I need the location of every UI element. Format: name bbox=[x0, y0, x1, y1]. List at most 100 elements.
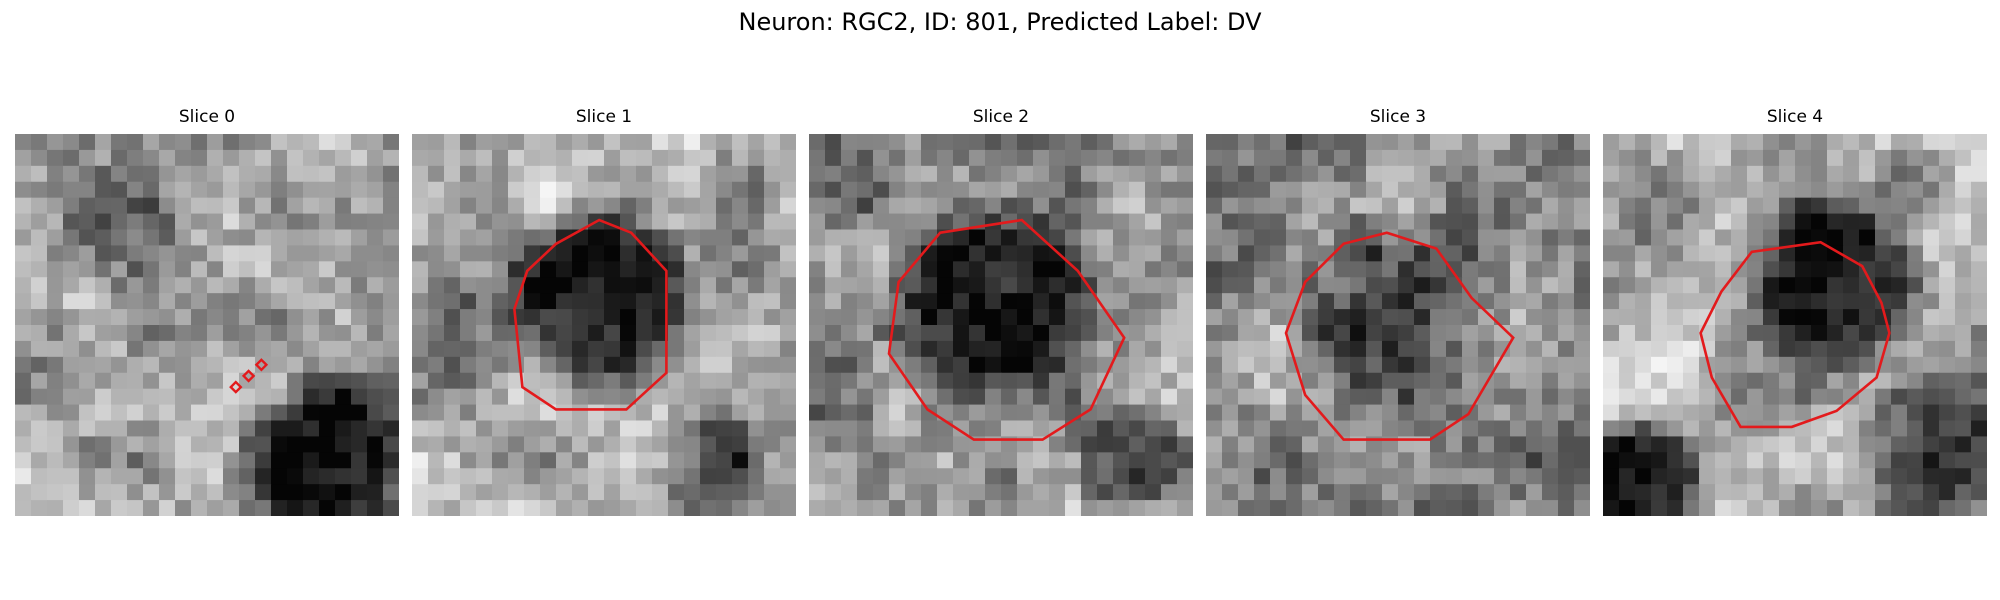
pixel-cell bbox=[127, 197, 144, 215]
pixel-cell bbox=[111, 277, 128, 294]
pixel-cell bbox=[524, 134, 541, 151]
pixel-cell bbox=[127, 213, 144, 231]
pixel-cell bbox=[668, 149, 685, 167]
pixel-cell bbox=[1113, 197, 1130, 215]
pixel-cell bbox=[79, 197, 96, 215]
pixel-cell bbox=[1763, 340, 1780, 358]
pixel-cell bbox=[1699, 484, 1716, 501]
pixel-cell bbox=[191, 277, 208, 294]
pixel-cell bbox=[1731, 245, 1748, 262]
pixel-cell bbox=[1366, 309, 1383, 326]
pixel-cell bbox=[556, 468, 573, 485]
pixel-cell bbox=[207, 388, 224, 406]
pixel-cell bbox=[1542, 372, 1559, 390]
pixel-cell bbox=[1971, 229, 1987, 247]
pixel-cell bbox=[1302, 340, 1319, 358]
pixel-cell bbox=[1510, 452, 1527, 469]
pixel-cell bbox=[508, 340, 525, 358]
pixel-cell bbox=[1619, 372, 1636, 390]
pixel-cell bbox=[223, 325, 240, 342]
pixel-cell bbox=[1510, 436, 1527, 453]
pixel-cell bbox=[159, 261, 176, 278]
pixel-cell bbox=[460, 213, 477, 231]
pixel-cell bbox=[1763, 420, 1780, 438]
pixel-cell bbox=[1494, 388, 1511, 406]
pixel-cell bbox=[1081, 293, 1098, 310]
pixel-cell bbox=[1795, 197, 1812, 215]
pixel-cell bbox=[1715, 468, 1732, 485]
pixel-cell bbox=[383, 134, 399, 151]
pixel-cell bbox=[111, 325, 128, 342]
pixel-cell bbox=[1779, 484, 1796, 501]
pixel-cell bbox=[239, 452, 256, 469]
pixel-cell bbox=[1206, 149, 1223, 167]
pixel-cell bbox=[953, 388, 970, 406]
pixel-cell bbox=[889, 340, 906, 358]
pixel-cell bbox=[335, 134, 352, 151]
pixel-cell bbox=[572, 245, 589, 262]
pixel-cell bbox=[1286, 452, 1303, 469]
pixel-cell bbox=[1382, 420, 1399, 438]
pixel-cell bbox=[780, 261, 796, 278]
pixel-cell bbox=[1603, 181, 1620, 199]
pixel-cell bbox=[175, 165, 192, 183]
pixel-cell bbox=[1430, 468, 1447, 485]
pixel-cell bbox=[969, 197, 986, 215]
pixel-cell bbox=[716, 293, 733, 310]
pixel-cell bbox=[476, 356, 493, 374]
pixel-cell bbox=[1510, 149, 1527, 167]
pixel-cell bbox=[1939, 213, 1956, 231]
pixel-cell bbox=[825, 277, 842, 294]
pixel-cell bbox=[271, 293, 288, 310]
pixel-cell bbox=[428, 356, 445, 374]
pixel-cell bbox=[1859, 372, 1876, 390]
pixel-cell bbox=[1699, 229, 1716, 247]
pixel-cell bbox=[1065, 293, 1082, 310]
pixel-cell bbox=[239, 388, 256, 406]
pixel-cell bbox=[444, 372, 461, 390]
pixel-cell bbox=[748, 340, 765, 358]
pixel-cell bbox=[985, 277, 1002, 294]
pixel-cell bbox=[47, 277, 64, 294]
pixel-cell bbox=[1955, 436, 1972, 453]
pixel-cell bbox=[700, 388, 717, 406]
pixel-cell bbox=[825, 149, 842, 167]
pixel-cell bbox=[175, 340, 192, 358]
pixel-cell bbox=[1715, 149, 1732, 167]
pixel-cell bbox=[1206, 500, 1223, 516]
pixel-cell bbox=[780, 245, 796, 262]
pixel-cell bbox=[1542, 197, 1559, 215]
pixel-cell bbox=[921, 500, 938, 516]
pixel-cell bbox=[1955, 325, 1972, 342]
pixel-cell bbox=[1206, 309, 1223, 326]
pixel-cell bbox=[953, 165, 970, 183]
pixel-cell bbox=[367, 452, 384, 469]
pixel-cell bbox=[303, 134, 320, 151]
pixel-cell bbox=[1667, 500, 1684, 516]
pixel-cell bbox=[809, 420, 826, 438]
pixel-cell bbox=[1097, 436, 1114, 453]
pixel-cell bbox=[428, 277, 445, 294]
pixel-cell bbox=[1619, 340, 1636, 358]
pixel-cell bbox=[1302, 420, 1319, 438]
pixel-cell bbox=[985, 325, 1002, 342]
pixel-cell bbox=[15, 181, 32, 199]
pixel-cell bbox=[1350, 181, 1367, 199]
pixel-cell bbox=[1542, 452, 1559, 469]
pixel-cell bbox=[255, 181, 272, 199]
pixel-cell bbox=[47, 356, 64, 374]
pixel-cell bbox=[1206, 404, 1223, 422]
pixel-cell bbox=[1939, 293, 1956, 310]
pixel-cell bbox=[588, 277, 605, 294]
pixel-cell bbox=[1222, 452, 1239, 469]
pixel-cell bbox=[428, 484, 445, 501]
pixel-cell bbox=[63, 404, 80, 422]
pixel-cell bbox=[1923, 484, 1940, 501]
pixel-cell bbox=[1318, 404, 1335, 422]
pixel-cell bbox=[841, 309, 858, 326]
pixel-cell bbox=[540, 388, 557, 406]
pixel-cell bbox=[1494, 277, 1511, 294]
pixel-cell bbox=[780, 149, 796, 167]
pixel-cell bbox=[889, 245, 906, 262]
pixel-cell bbox=[1334, 340, 1351, 358]
